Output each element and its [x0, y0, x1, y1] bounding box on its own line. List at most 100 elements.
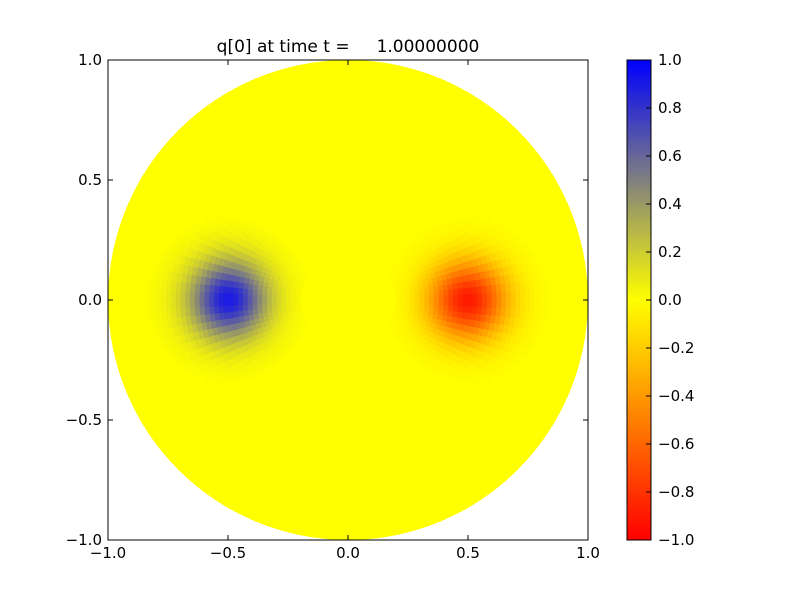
- field-cell: [150, 299, 157, 311]
- field-cell: [405, 299, 411, 304]
- field-cell: [151, 319, 159, 332]
- field-cell: [462, 305, 469, 313]
- field-cell: [438, 299, 445, 306]
- field-cell: [222, 299, 229, 307]
- field-cell: [251, 294, 258, 301]
- field-cell: [208, 306, 215, 315]
- colorbar-axis: 1.0 0.8 0.6 0.4 0.2 0.0 −0.2 −0.4 −0.6 −0.8 −1.0: [646, 51, 694, 549]
- field-cell: [181, 361, 191, 373]
- field-cell: [447, 288, 454, 296]
- field-cell: [247, 304, 253, 311]
- field-cell: [453, 299, 459, 307]
- field-cell: [214, 373, 224, 385]
- field-cell: [544, 289, 550, 301]
- field-cell: [481, 299, 488, 308]
- field-cell: [501, 299, 507, 309]
- field-cell: [227, 293, 234, 301]
- field-cell: [467, 293, 474, 301]
- field-cell: [194, 299, 200, 309]
- field-cell: [218, 286, 225, 294]
- field-cell: [246, 299, 253, 306]
- y-axis: 1.0 0.5 0.0 −0.5 −1.0: [66, 51, 588, 549]
- field-cell: [155, 299, 162, 311]
- field-cell: [227, 287, 234, 295]
- colorbar-tick-label: −1.0: [658, 531, 694, 549]
- field-cell: [189, 299, 195, 309]
- field-cell: [242, 294, 248, 301]
- field-cell: [539, 299, 546, 311]
- field-cell: [505, 291, 512, 301]
- field-cell: [151, 268, 159, 281]
- field-cell: [520, 299, 526, 310]
- field-cell: [429, 295, 435, 301]
- field-cell: [261, 295, 267, 301]
- field-cell: [428, 303, 435, 310]
- field-cell: [438, 294, 445, 301]
- field-cell: [424, 295, 430, 301]
- field-cell: [261, 290, 268, 297]
- field-cell: [515, 299, 522, 310]
- field-cell: [537, 268, 545, 281]
- field-cell: [218, 299, 224, 308]
- field-cell: [290, 296, 296, 301]
- field-cell: [448, 294, 454, 301]
- field-cell: [203, 284, 210, 294]
- field-cell: [203, 306, 210, 316]
- field-cell: [213, 299, 219, 308]
- field-cell: [525, 299, 531, 310]
- field-cell: [275, 299, 282, 305]
- field-cell: [146, 289, 152, 301]
- field-cell: [462, 287, 469, 295]
- field-cell: [159, 338, 168, 351]
- colorbar-tick-label: 1.0: [658, 51, 682, 69]
- field-cell: [184, 291, 191, 301]
- field-cell: [419, 303, 426, 309]
- x-tick-label: −0.5: [210, 544, 246, 562]
- field-cell: [476, 306, 483, 315]
- field-cell: [208, 292, 215, 301]
- field-cell: [534, 289, 541, 301]
- field-cell: [438, 304, 445, 311]
- field-cell: [160, 299, 167, 311]
- field-cell: [232, 293, 239, 301]
- field-cell: [203, 299, 210, 308]
- x-tick-label: 1.0: [576, 544, 600, 562]
- field-cell: [537, 319, 545, 332]
- field-cell: [433, 304, 440, 310]
- field-cell: [429, 222, 438, 231]
- field-cell: [477, 299, 483, 308]
- field-cell: [165, 290, 171, 301]
- field-cell: [457, 287, 464, 295]
- field-cell: [285, 293, 292, 298]
- field-cell: [452, 305, 459, 312]
- field-cell: [174, 299, 181, 310]
- field-cell: [237, 293, 243, 301]
- field-cell: [227, 305, 234, 313]
- field-cell: [428, 308, 435, 314]
- field-cell: [491, 299, 498, 309]
- field-cell: [476, 285, 483, 294]
- field-cell: [400, 299, 406, 304]
- field-cell: [520, 290, 526, 301]
- field-cell: [166, 346, 175, 359]
- field-cell: [496, 299, 502, 309]
- field-cell: [477, 292, 483, 301]
- field-cell: [237, 305, 244, 312]
- field-cell: [543, 309, 550, 322]
- field-cell: [438, 289, 445, 296]
- colorbar-tick-label: 0.6: [658, 147, 682, 165]
- field-cell: [452, 288, 459, 295]
- field-cell: [213, 306, 220, 315]
- field-cell: [280, 292, 287, 298]
- field-cell: [242, 288, 249, 296]
- field-cell: [486, 284, 493, 294]
- field-cell: [525, 290, 531, 301]
- field-cell: [170, 290, 176, 301]
- field-cell: [543, 278, 550, 291]
- field-cell: [189, 291, 195, 301]
- field-cell: [280, 299, 286, 304]
- field-cell: [261, 299, 267, 305]
- field-cell: [155, 289, 162, 301]
- field-cell: [460, 214, 470, 225]
- y-tick-label: 1.0: [78, 51, 102, 69]
